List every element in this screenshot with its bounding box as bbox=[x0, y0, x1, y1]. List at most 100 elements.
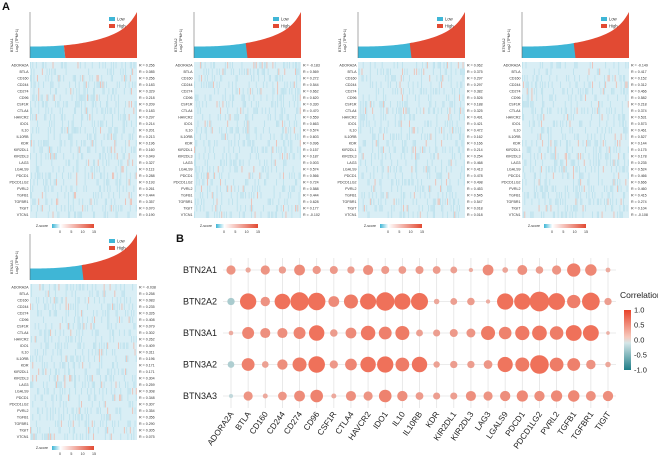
heatmap-cell bbox=[64, 368, 66, 375]
heatmap-cell bbox=[106, 198, 107, 205]
heatmap-cell bbox=[77, 62, 79, 69]
heatmap-cell bbox=[122, 342, 124, 349]
heatmap-cell bbox=[109, 284, 111, 291]
heatmap-cell bbox=[627, 146, 629, 153]
heatmap-cell bbox=[625, 81, 627, 88]
heatmap-cell bbox=[216, 198, 218, 205]
heatmap-cell bbox=[221, 133, 223, 140]
heatmap-cell bbox=[45, 114, 47, 121]
heatmap-row-label: TIGIT bbox=[19, 429, 29, 433]
heatmap-cell bbox=[102, 88, 104, 95]
heatmap-cell bbox=[70, 336, 72, 343]
heatmap-cell bbox=[121, 146, 123, 153]
heatmap-cell bbox=[380, 146, 382, 153]
heatmap-cell bbox=[216, 211, 218, 218]
heatmap-cell bbox=[76, 127, 78, 134]
heatmap-cell bbox=[38, 388, 40, 395]
heatmap-cell bbox=[125, 310, 126, 317]
heatmap-cell bbox=[94, 94, 96, 101]
heatmap-cell bbox=[531, 198, 533, 205]
heatmap-cell bbox=[112, 303, 113, 310]
heatmap-cell bbox=[107, 427, 109, 434]
heatmap-cell bbox=[38, 198, 40, 205]
heatmap-cell bbox=[538, 146, 540, 153]
heatmap-cell bbox=[50, 153, 52, 160]
heatmap-cell bbox=[97, 179, 99, 186]
heatmap-cell bbox=[91, 166, 93, 173]
heatmap-cell bbox=[297, 68, 299, 75]
heatmap-cell bbox=[527, 101, 529, 108]
heatmap-cell bbox=[205, 101, 207, 108]
heatmap-cell bbox=[545, 179, 547, 186]
heatmap-cell bbox=[94, 388, 96, 395]
heatmap-cell bbox=[87, 284, 88, 291]
heatmap-cell bbox=[442, 75, 444, 82]
heatmap-cell bbox=[47, 290, 49, 297]
heatmap-cell bbox=[94, 297, 96, 304]
heatmap-cell bbox=[216, 192, 218, 199]
heatmap-cell bbox=[409, 133, 410, 140]
dot-btn2a2-havcr2 bbox=[360, 293, 377, 310]
heatmap-cell bbox=[436, 88, 438, 95]
heatmap-cell bbox=[271, 146, 273, 153]
heatmap-cell bbox=[435, 88, 437, 95]
heatmap-cell bbox=[103, 133, 105, 140]
dot-btn3a3-il10 bbox=[397, 390, 408, 402]
heatmap-cell bbox=[297, 88, 299, 95]
heatmap-cell bbox=[550, 153, 552, 160]
heatmap-cell bbox=[128, 420, 130, 427]
heatmap-cell bbox=[78, 407, 80, 414]
heatmap-cell bbox=[32, 94, 34, 101]
heatmap-cell bbox=[115, 101, 117, 108]
heatmap-cell bbox=[606, 153, 608, 160]
heatmap-cell bbox=[582, 172, 584, 179]
heatmap-cell bbox=[129, 427, 131, 434]
heatmap-cell bbox=[612, 205, 614, 212]
heatmap-cell bbox=[47, 133, 49, 140]
heatmap-cell bbox=[195, 166, 197, 173]
heatmap-cell bbox=[257, 185, 258, 192]
heatmap-cell bbox=[248, 133, 250, 140]
heatmap-cell bbox=[133, 127, 135, 134]
heatmap-cell bbox=[30, 192, 31, 199]
heatmap-cell bbox=[41, 101, 43, 108]
heatmap-cell bbox=[85, 107, 87, 114]
heatmap-cell bbox=[552, 211, 554, 218]
heatmap-cell bbox=[297, 94, 299, 101]
heatmap-row-label: CD244 bbox=[17, 83, 28, 87]
heatmap-cell bbox=[270, 198, 271, 205]
heatmap-cell bbox=[574, 133, 576, 140]
heatmap-cell bbox=[453, 205, 454, 212]
heatmap-cell bbox=[205, 172, 207, 179]
heatmap-r-label: R = 0.574 bbox=[303, 129, 319, 133]
heatmap-cell bbox=[91, 401, 93, 408]
heatmap-cell bbox=[73, 75, 75, 82]
heatmap-cell bbox=[207, 179, 208, 186]
dot-btn2a2-il10rb bbox=[411, 293, 428, 310]
heatmap-cell bbox=[266, 62, 268, 69]
heatmap-cell bbox=[366, 101, 368, 108]
heatmap-cell bbox=[241, 192, 243, 199]
heatmap-cell bbox=[570, 101, 572, 108]
heatmap-cell bbox=[625, 120, 627, 127]
heatmap-r-label: R = 0.152 bbox=[631, 77, 647, 81]
heatmap-cell bbox=[213, 146, 214, 153]
heatmap-cell bbox=[274, 62, 276, 69]
heatmap-cell bbox=[62, 127, 63, 134]
heatmap-cell bbox=[390, 81, 391, 88]
heatmap-cell bbox=[66, 407, 68, 414]
heatmap-cell bbox=[81, 414, 82, 421]
heatmap-cell bbox=[69, 323, 71, 330]
heatmap-cell bbox=[524, 211, 526, 218]
heatmap-cell bbox=[279, 172, 281, 179]
heatmap-cell bbox=[41, 68, 43, 75]
heatmap-row-label: PDCD1 bbox=[16, 396, 28, 400]
heatmap-cell bbox=[108, 88, 110, 95]
heatmap-cell bbox=[58, 211, 60, 218]
heatmap-cell bbox=[381, 62, 383, 69]
heatmap-cell bbox=[456, 120, 458, 127]
heatmap-cell bbox=[64, 62, 66, 69]
heatmap-cell bbox=[222, 153, 224, 160]
heatmap-cell bbox=[397, 88, 399, 95]
